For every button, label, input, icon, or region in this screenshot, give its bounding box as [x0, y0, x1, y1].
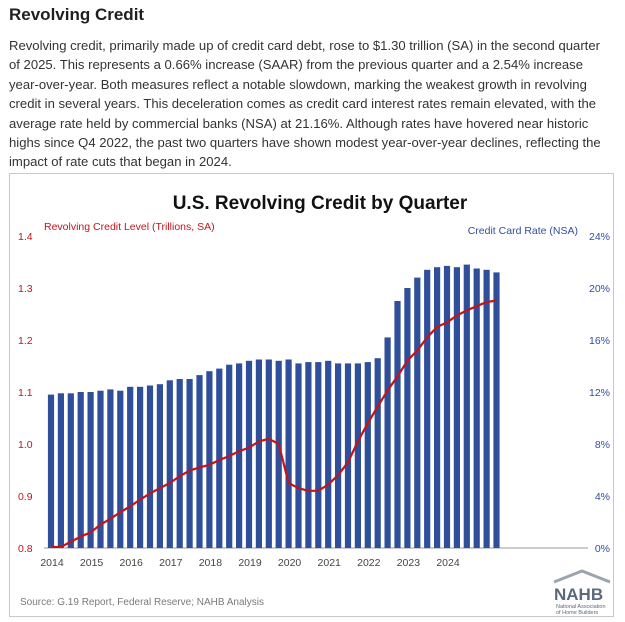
bar-2015Q3 [107, 389, 114, 548]
nahb-logo: NAHB National Association of Home Builde… [553, 569, 611, 616]
left-tick-label: 1.0 [18, 439, 33, 451]
bar-2014Q4 [77, 392, 84, 548]
bar-2022Q4 [394, 301, 401, 548]
logo-text: NAHB [554, 585, 603, 604]
bar-2017Q1 [166, 380, 173, 548]
bar-2017Q4 [196, 375, 203, 548]
bar-2020Q3 [305, 362, 312, 548]
right-tick-label: 20% [589, 283, 610, 295]
bar-2016Q4 [156, 384, 163, 548]
x-tick-label: 2014 [40, 557, 64, 569]
bar-2018Q4 [236, 363, 243, 548]
bar-2019Q2 [255, 359, 262, 548]
logo-sub-line1: National Association [556, 604, 606, 610]
left-tick-label: 1.4 [18, 231, 33, 243]
bar-2025Q1 [483, 269, 490, 548]
bar-2014Q3 [67, 393, 74, 548]
bar-2022Q3 [384, 337, 391, 548]
x-tick-label: 2015 [80, 557, 104, 569]
bar-2014Q1 [47, 394, 55, 548]
bar-2020Q1 [285, 359, 292, 548]
bar-2015Q1 [87, 392, 94, 548]
x-tick-label: 2024 [436, 557, 460, 569]
bar-2021Q1 [325, 360, 332, 548]
bar-2024Q3 [463, 264, 470, 548]
left-tick-label: 1.3 [18, 283, 33, 295]
bar-2020Q4 [315, 362, 322, 548]
bar-2019Q1 [245, 360, 253, 548]
bar-2019Q4 [275, 360, 282, 548]
bar-2016Q3 [146, 385, 154, 548]
credit-level-line [51, 299, 497, 549]
bar-2020Q2 [295, 363, 302, 548]
bar-2022Q1 [364, 362, 371, 548]
bar-2024Q1 [443, 265, 451, 548]
bar-2022Q2 [374, 358, 381, 548]
left-tick-label: 1.2 [18, 335, 33, 347]
chart-title: U.S. Revolving Credit by Quarter [173, 193, 468, 214]
bar-2023Q1 [404, 288, 411, 548]
bar-2021Q3 [344, 363, 352, 548]
bar-2025Q2 [493, 272, 500, 548]
bar-2021Q4 [354, 363, 361, 548]
x-tick-label: 2023 [397, 557, 421, 569]
x-tick-label: 2022 [357, 557, 381, 569]
logo-sub-line2: of Home Builders [556, 610, 598, 616]
bar-2017Q3 [186, 379, 193, 548]
bar-2024Q4 [473, 268, 480, 548]
left-tick-label: 0.9 [18, 491, 33, 503]
bar-2015Q2 [97, 390, 104, 548]
bar-2021Q2 [335, 363, 342, 548]
bar-2014Q2 [57, 393, 64, 548]
chart-container: U.S. Revolving Credit by Quarter Revolvi… [9, 173, 614, 617]
bar-2023Q4 [434, 267, 441, 548]
bar-2019Q3 [265, 359, 272, 548]
right-tick-label: 4% [595, 491, 610, 503]
left-tick-label: 1.1 [18, 387, 33, 399]
x-tick-label: 2020 [278, 557, 302, 569]
x-tick-label: 2018 [199, 557, 223, 569]
right-tick-label: 0% [595, 543, 610, 555]
legend-left-series: Revolving Credit Level (Trillions, SA) [44, 221, 215, 233]
bar-2015Q4 [117, 390, 124, 548]
section-title: Revolving Credit [9, 5, 145, 24]
bar-2018Q2 [216, 368, 223, 548]
bar-2016Q1 [127, 386, 134, 548]
x-tick-label: 2021 [318, 557, 342, 569]
intro-paragraph: Revolving credit, primarily made up of c… [9, 38, 601, 170]
bar-2023Q3 [424, 269, 431, 548]
legend-right-series: Credit Card Rate (NSA) [468, 225, 578, 237]
right-tick-label: 12% [589, 387, 610, 399]
bar-2018Q1 [206, 371, 213, 548]
bar-2023Q2 [414, 277, 421, 548]
x-tick-label: 2019 [238, 557, 262, 569]
x-tick-label: 2016 [120, 557, 144, 569]
revolving-credit-chart: U.S. Revolving Credit by Quarter Revolvi… [18, 193, 611, 616]
bar-2024Q2 [453, 267, 460, 548]
right-tick-label: 16% [589, 335, 610, 347]
source-note: Source: G.19 Report, Federal Reserve; NA… [20, 597, 264, 608]
house-roof-icon [553, 569, 611, 584]
right-tick-label: 8% [595, 439, 610, 451]
bar-2016Q2 [137, 386, 144, 548]
x-tick-label: 2017 [159, 557, 183, 569]
left-tick-label: 0.8 [18, 543, 33, 555]
right-tick-label: 24% [589, 231, 610, 243]
bar-2017Q2 [176, 379, 183, 548]
